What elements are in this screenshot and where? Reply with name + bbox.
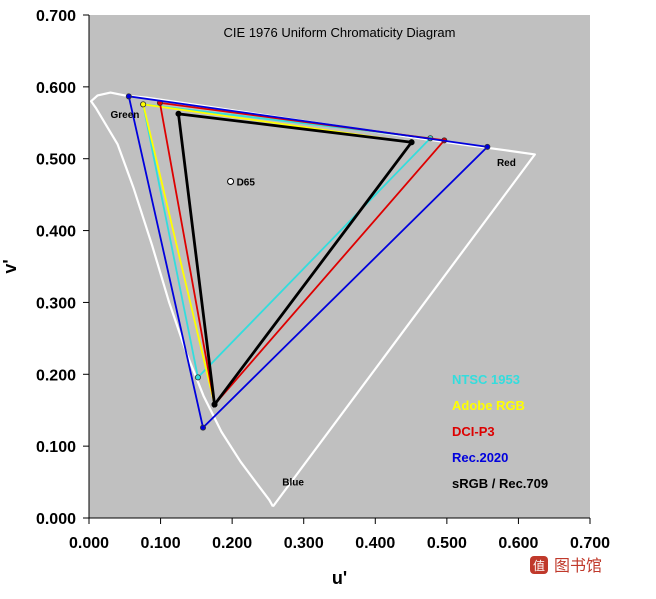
x-tick-label: 0.300: [284, 535, 324, 552]
series-point: [140, 101, 147, 108]
y-tick-label: 0.400: [36, 224, 76, 241]
y-tick-label: 0.100: [36, 439, 76, 456]
gamut-series-layer: [125, 93, 491, 431]
annotation-layer: D65 Green Red Blue: [110, 110, 515, 489]
y-tick-label: 0.600: [36, 80, 76, 97]
x-tick-label: 0.600: [498, 535, 538, 552]
chart-title: CIE 1976 Uniform Chromaticity Diagram: [224, 25, 456, 40]
watermark-brand-badge: [530, 556, 548, 574]
region-label: Green: [110, 110, 139, 121]
y-tick-label: 0.000: [36, 511, 76, 528]
series-point: [200, 424, 207, 431]
legend: NTSC 1953 Adobe RGB DCI-P3 Rec.2020 sRGB / R…: [452, 372, 548, 491]
series-point: [211, 401, 218, 408]
series-point: [125, 93, 132, 100]
spectral-locus-line: [90, 91, 536, 508]
x-tick-label: 0.100: [141, 535, 181, 552]
series-triangle: [127, 95, 490, 430]
legend-entry: Rec.2020: [452, 450, 508, 465]
watermark-text: 图书馆: [554, 556, 602, 575]
series-point: [175, 110, 182, 117]
x-tick-label: 0.000: [69, 535, 109, 552]
legend-entry: Adobe RGB: [452, 398, 525, 413]
y-tick-label: 0.700: [36, 8, 76, 25]
x-tick-label: 0.400: [355, 535, 395, 552]
y-tick-label: 0.300: [36, 295, 76, 312]
y-tick-label: 0.200: [36, 367, 76, 384]
series-triangle: [176, 112, 415, 409]
x-axis-label: u': [332, 568, 347, 588]
x-tick-label: 0.700: [570, 535, 610, 552]
legend-entry: sRGB / Rec.709: [452, 476, 548, 491]
region-label: Blue: [282, 478, 304, 489]
axes-layer: 0.000 0.100 0.200 0.300 0.400 0.500 0.600 0.700…: [36, 8, 610, 552]
series-4: [175, 110, 415, 409]
series-3: [125, 93, 491, 431]
legend-entry: NTSC 1953: [452, 372, 520, 387]
series-point: [408, 139, 415, 146]
series-point: [194, 374, 201, 381]
series-triangle: [141, 103, 433, 380]
x-tick-label: 0.500: [427, 535, 467, 552]
white-point-label: D65: [237, 177, 256, 188]
spectral-locus-layer: [90, 91, 536, 508]
region-label: Red: [497, 158, 516, 169]
y-axis-label: v': [0, 259, 20, 273]
watermark-brand-glyph: 值: [533, 558, 545, 573]
y-tick-label: 0.500: [36, 152, 76, 169]
legend-entry: DCI-P3: [452, 424, 495, 439]
watermark: 值 图书馆: [530, 556, 602, 575]
plot-background: [89, 15, 590, 518]
x-tick-label: 0.200: [212, 535, 252, 552]
series-point: [484, 143, 491, 150]
white-point-marker: [227, 177, 235, 185]
